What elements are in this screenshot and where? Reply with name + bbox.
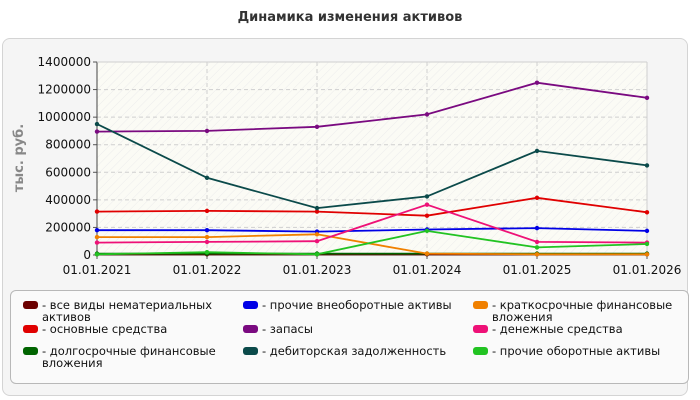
series-line (96, 203, 648, 244)
legend-swatch (23, 301, 38, 309)
legend-label: - краткосрочные финансовые вложения (492, 298, 673, 324)
data-point (314, 205, 320, 211)
legend-item: - прочие внеоборотные активы (243, 299, 458, 311)
legend-item: - долгосрочные финансовые вложения (23, 345, 238, 369)
legend-label: - все виды нематериальных активов (42, 298, 213, 324)
data-point (644, 228, 650, 234)
legend-swatch (23, 325, 38, 333)
data-point (204, 208, 210, 214)
series-line (97, 227, 648, 233)
data-point (94, 234, 100, 240)
data-point (94, 227, 100, 233)
data-point (644, 241, 650, 247)
data-point (424, 251, 430, 256)
y-tick-label: 200000 (45, 220, 91, 234)
data-point (204, 234, 210, 240)
series-line (97, 233, 647, 256)
legend-label: - дебиторская задолженность (262, 344, 447, 358)
legend-swatch (243, 347, 258, 355)
y-tick-label: 400000 (45, 193, 91, 207)
y-tick-label: 1200000 (38, 83, 91, 97)
x-tick-label: 01.01.2025 (503, 263, 572, 277)
x-tick-label: 01.01.2024 (393, 263, 462, 277)
legend-swatch (23, 347, 38, 355)
data-point (314, 209, 320, 214)
legend-item: - запасы (243, 323, 458, 335)
legend-item: - дебиторская задолженность (243, 345, 458, 357)
data-point (204, 175, 210, 180)
data-point (314, 124, 320, 129)
data-point (424, 228, 430, 234)
legend-label: - запасы (262, 322, 313, 336)
y-tick-label: 0 (83, 248, 91, 262)
y-tick-label: 800000 (45, 138, 91, 152)
legend-swatch (473, 325, 488, 333)
legend-item: - основные средства (23, 323, 238, 335)
data-point (424, 112, 430, 117)
data-point (314, 252, 320, 257)
data-point (424, 194, 430, 199)
data-point (204, 239, 210, 245)
data-point (644, 252, 650, 257)
data-point (424, 213, 430, 218)
series-line (96, 229, 648, 256)
data-point (534, 225, 540, 231)
plot-area (97, 62, 647, 255)
data-point (644, 210, 650, 215)
data-point (424, 202, 430, 207)
data-point (204, 128, 210, 134)
data-point (314, 232, 320, 237)
x-tick-label: 01.01.2023 (283, 263, 352, 277)
legend-item: - краткосрочные финансовые вложения (473, 299, 673, 323)
data-point (534, 195, 540, 200)
y-tick-label: 1000000 (38, 110, 91, 124)
data-point (534, 239, 540, 245)
chart-title: Динамика изменения активов (237, 10, 463, 25)
data-point (534, 148, 540, 154)
data-point (204, 227, 210, 233)
data-point (94, 252, 100, 257)
data-point (94, 121, 100, 127)
legend-label: - долгосрочные финансовые вложения (42, 344, 216, 370)
data-point (204, 250, 210, 255)
data-point (94, 209, 100, 214)
legend-swatch (243, 325, 258, 333)
data-point (94, 240, 100, 245)
y-tick-label: 600000 (45, 165, 91, 179)
series-line (96, 81, 648, 133)
legend-item: - прочие оборотные активы (473, 345, 673, 357)
data-point (644, 95, 650, 101)
x-tick-label: 01.01.2022 (173, 263, 242, 277)
legend-item: - денежные средства (473, 323, 673, 335)
data-point (314, 239, 320, 244)
series-line (96, 196, 648, 217)
y-axis-label: тыс. руб. (12, 124, 27, 192)
legend-swatch (473, 301, 488, 309)
legend-item: - все виды нематериальных активов (23, 299, 238, 323)
legend-label: - прочие внеоборотные активы (262, 298, 452, 312)
legend-swatch (243, 301, 258, 309)
x-tick-label: 01.01.2026 (613, 263, 682, 277)
legend-label: - прочие оборотные активы (492, 344, 661, 358)
data-point (534, 245, 540, 250)
data-point (534, 80, 540, 85)
legend-swatch (473, 347, 488, 355)
legend: - все виды нематериальных активов - основ… (10, 290, 689, 384)
x-tick-label: 01.01.2021 (63, 263, 132, 277)
legend-label: - основные средства (42, 322, 168, 336)
legend-label: - денежные средства (492, 322, 623, 336)
data-point (644, 163, 650, 168)
data-point (534, 252, 540, 257)
series-line (96, 123, 648, 210)
data-point (94, 129, 100, 134)
y-tick-label: 1400000 (38, 55, 91, 69)
